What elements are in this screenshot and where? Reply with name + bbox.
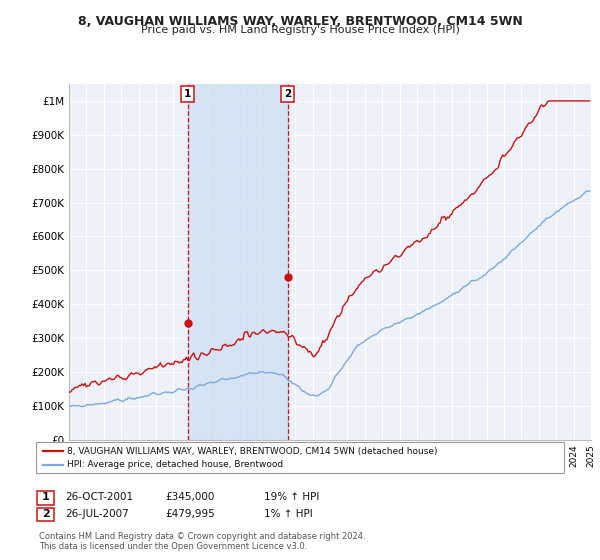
- Text: £479,995: £479,995: [165, 509, 215, 519]
- Text: 8, VAUGHAN WILLIAMS WAY, WARLEY, BRENTWOOD, CM14 5WN: 8, VAUGHAN WILLIAMS WAY, WARLEY, BRENTWO…: [77, 15, 523, 28]
- Text: 1% ↑ HPI: 1% ↑ HPI: [264, 509, 313, 519]
- Text: Contains HM Land Registry data © Crown copyright and database right 2024.
This d: Contains HM Land Registry data © Crown c…: [39, 532, 365, 552]
- Text: 26-JUL-2007: 26-JUL-2007: [65, 509, 128, 519]
- Text: 2: 2: [42, 509, 49, 519]
- Text: HPI: Average price, detached house, Brentwood: HPI: Average price, detached house, Bren…: [67, 460, 283, 469]
- Bar: [188, 84, 288, 440]
- Text: 1: 1: [184, 90, 191, 99]
- Text: 2: 2: [284, 90, 292, 99]
- Text: Price paid vs. HM Land Registry's House Price Index (HPI): Price paid vs. HM Land Registry's House …: [140, 25, 460, 35]
- Text: 26-OCT-2001: 26-OCT-2001: [65, 492, 133, 502]
- Text: 1: 1: [42, 492, 49, 502]
- Text: £345,000: £345,000: [165, 492, 214, 502]
- Text: 8, VAUGHAN WILLIAMS WAY, WARLEY, BRENTWOOD, CM14 5WN (detached house): 8, VAUGHAN WILLIAMS WAY, WARLEY, BRENTWO…: [67, 446, 438, 455]
- Text: 19% ↑ HPI: 19% ↑ HPI: [264, 492, 319, 502]
